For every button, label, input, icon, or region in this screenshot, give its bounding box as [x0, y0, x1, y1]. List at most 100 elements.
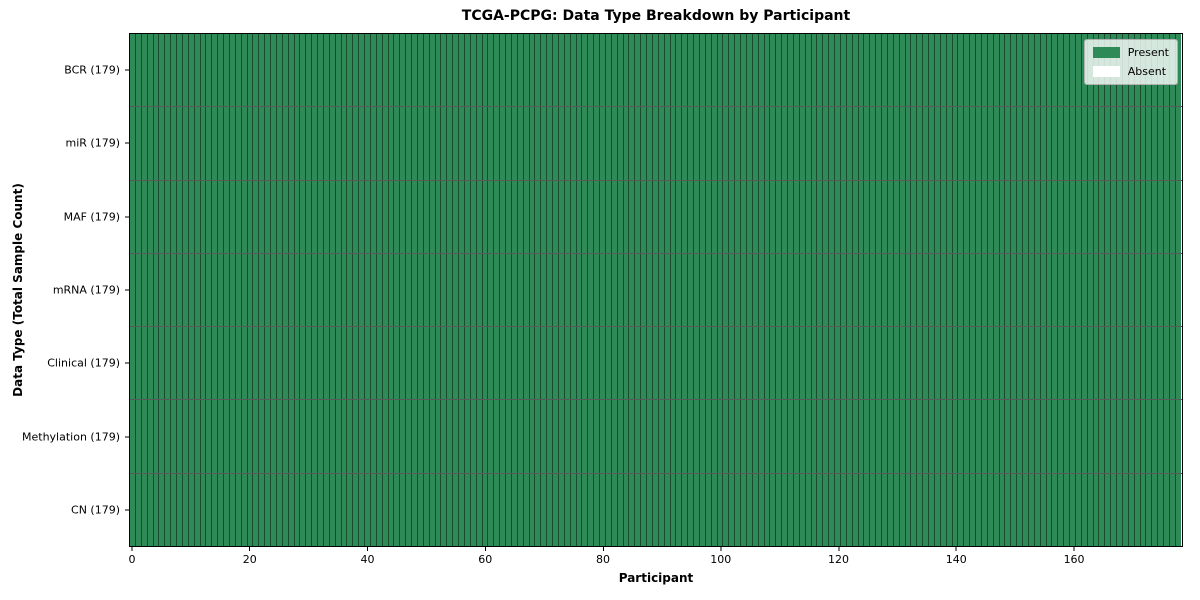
heatmap-cell: [411, 400, 417, 473]
heatmap-cell: [193, 400, 200, 473]
heatmap-cell: [1098, 180, 1105, 253]
heatmap-cell: [458, 34, 464, 107]
heatmap-cell: [311, 180, 317, 253]
heatmap-cell: [775, 34, 782, 107]
heatmap-cell: [381, 253, 388, 327]
heatmap-cell: [928, 180, 934, 253]
heatmap-cell: [252, 473, 259, 546]
heatmap-cell: [205, 34, 212, 107]
heatmap-cell: [869, 473, 876, 546]
heatmap-cell: [481, 473, 488, 546]
heatmap-cell: [369, 107, 376, 180]
x-tick: 20: [243, 547, 257, 566]
heatmap-cell: [881, 400, 887, 473]
heatmap-cell: [951, 327, 958, 400]
heatmap-cell: [628, 327, 635, 400]
heatmap-cell: [240, 107, 247, 180]
heatmap-cell: [134, 34, 141, 107]
heatmap-cell: [334, 107, 341, 180]
heatmap-cell: [687, 107, 693, 180]
heatmap-cell: [851, 253, 858, 327]
heatmap-cell: [781, 473, 787, 546]
heatmap-cell: [446, 253, 453, 327]
heatmap-cell: [205, 253, 212, 327]
heatmap-cell: [1104, 107, 1111, 180]
heatmap-cell: [693, 180, 699, 253]
heatmap-cell: [475, 327, 482, 400]
heatmap-cell: [986, 107, 993, 180]
heatmap-cell: [651, 34, 658, 107]
heatmap-cell: [975, 473, 981, 546]
heatmap-cell: [1033, 107, 1040, 180]
y-tick-mark: [125, 142, 129, 144]
heatmap-cell: [1139, 180, 1146, 253]
heatmap-cell: [792, 400, 799, 473]
heatmap-cell: [569, 400, 576, 473]
heatmap-cell: [675, 34, 682, 107]
heatmap-cell: [264, 327, 270, 400]
heatmap-cell: [581, 400, 588, 473]
heatmap-cell: [552, 327, 558, 400]
heatmap-cell: [810, 473, 817, 546]
heatmap-cell: [152, 327, 159, 400]
heatmap-cell: [969, 400, 975, 473]
heatmap-cell: [898, 400, 905, 473]
heatmap-cell: [980, 180, 987, 253]
heatmap-cell: [311, 253, 317, 327]
heatmap-cell: [781, 34, 787, 107]
heatmap-cell: [446, 400, 453, 473]
heatmap-cell: [1063, 180, 1069, 253]
heatmap-cell: [798, 253, 805, 327]
heatmap-cell: [781, 180, 787, 253]
heatmap-cell: [575, 400, 582, 473]
heatmap-cell: [364, 327, 370, 400]
heatmap-cell: [1086, 107, 1093, 180]
heatmap-cell: [763, 327, 770, 400]
heatmap-cell: [922, 327, 928, 400]
heatmap-cell: [740, 253, 746, 327]
heatmap-cell: [358, 473, 364, 546]
heatmap-cell: [458, 253, 464, 327]
heatmap-cell: [728, 34, 735, 107]
heatmap-cell: [816, 107, 823, 180]
heatmap-cell: [1145, 180, 1152, 253]
heatmap-cell: [358, 180, 364, 253]
heatmap-cell: [722, 34, 729, 107]
heatmap-cell: [986, 253, 993, 327]
heatmap-cell: [458, 327, 464, 400]
heatmap-cell: [434, 180, 441, 253]
heatmap-cell: [140, 180, 147, 253]
heatmap-cell: [951, 180, 958, 253]
heatmap-cell: [164, 253, 171, 327]
heatmap-cell: [1022, 107, 1028, 180]
heatmap-cell: [710, 473, 717, 546]
heatmap-cell: [510, 107, 517, 180]
heatmap-cell: [1069, 180, 1075, 253]
heatmap-cell: [252, 34, 259, 107]
heatmap-cell: [628, 34, 635, 107]
heatmap-cell: [211, 253, 218, 327]
heatmap-cell: [170, 473, 176, 546]
heatmap-cell: [593, 34, 599, 107]
heatmap-cell: [740, 327, 746, 400]
heatmap-cell: [1074, 180, 1081, 253]
heatmap-cell: [616, 34, 623, 107]
heatmap-cell: [998, 180, 1005, 253]
heatmap-cell: [1116, 253, 1122, 327]
heatmap-cell: [164, 34, 171, 107]
heatmap-cell: [1110, 327, 1116, 400]
heatmap-cell: [787, 253, 793, 327]
heatmap-cell: [134, 473, 141, 546]
heatmap-cell: [199, 473, 206, 546]
heatmap-cell: [928, 400, 934, 473]
heatmap-cell: [892, 34, 899, 107]
heatmap-cell: [481, 107, 488, 180]
heatmap-cell: [264, 180, 270, 253]
heatmap-cell: [187, 107, 194, 180]
heatmap-cell: [1010, 327, 1017, 400]
heatmap-cell: [1127, 107, 1134, 180]
heatmap-cell: [781, 400, 787, 473]
heatmap-cell: [130, 34, 135, 107]
heatmap-cell: [1110, 180, 1116, 253]
heatmap-cell: [223, 473, 229, 546]
